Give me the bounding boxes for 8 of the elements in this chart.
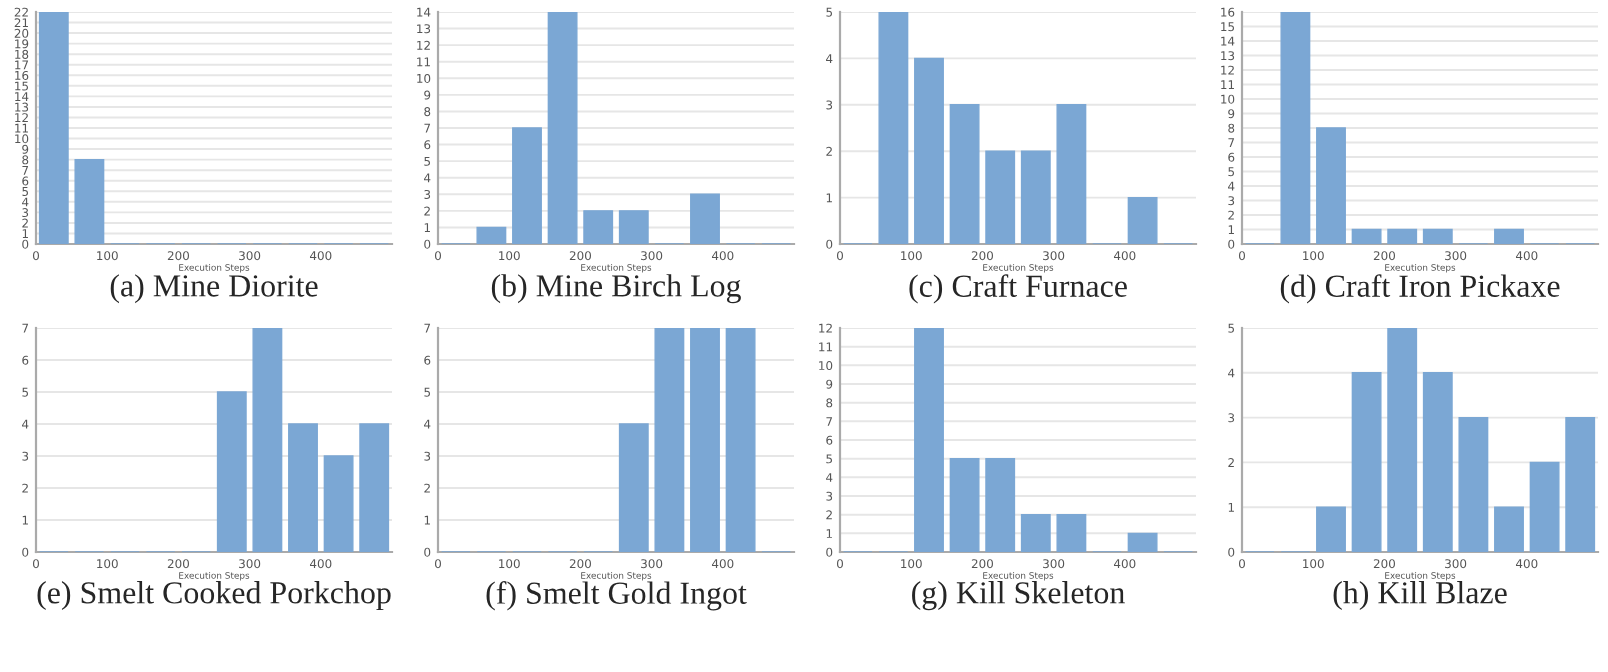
text: (h) Kill Blaze <box>1333 581 1507 611</box>
text: (a) Mine Diorite <box>110 274 318 304</box>
text: (e) Smelt Cooked Porkchop <box>37 581 391 611</box>
text: (d) Craft Iron Pickaxe <box>1280 274 1560 304</box>
text: (b) Mine Birch Log <box>491 274 741 304</box>
text: (f) Smelt Gold Ingot <box>486 581 747 611</box>
text: (g) Kill Skeleton <box>912 581 1125 611</box>
text: (c) Craft Furnace <box>909 274 1127 304</box>
